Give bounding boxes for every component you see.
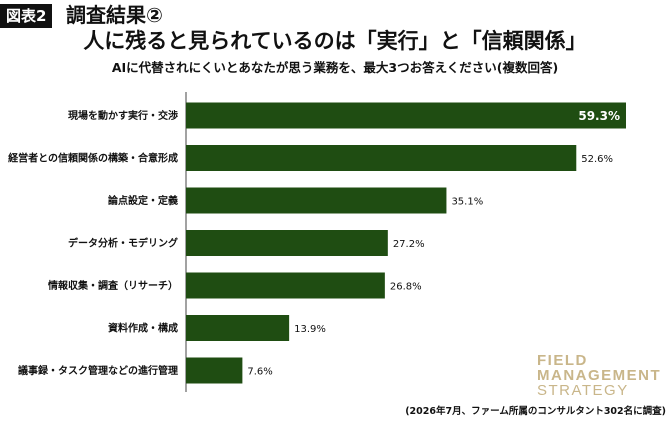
bar-0 — [186, 102, 626, 129]
data-label-3: 27.2% — [393, 239, 425, 250]
bar-2 — [186, 187, 447, 214]
data-label-5: 13.9% — [294, 324, 326, 335]
category-label-5: 資料作成・構成 — [108, 322, 178, 335]
data-label-6: 7.6% — [247, 367, 272, 378]
bar-4 — [186, 272, 385, 299]
bar-5 — [186, 315, 290, 341]
logo-line-strategy: STRATEGY — [537, 382, 629, 399]
chart-title: 人に残ると見られているのは「実行」と「信頼関係」 — [83, 29, 587, 53]
data-label-4: 26.8% — [390, 282, 422, 293]
figure-heading: 調査結果② — [66, 3, 163, 27]
category-label-3: データ分析・モデリング — [68, 237, 178, 250]
brand-logo: FIELD MANAGEMENT STRATEGY — [537, 353, 661, 398]
category-label-6: 議事録・タスク管理などの進行管理 — [18, 364, 178, 377]
bar-3 — [186, 230, 388, 256]
category-label-0: 現場を動かす実行・交渉 — [68, 109, 178, 122]
logo-line-management: MANAGEMENT — [537, 367, 662, 384]
logo-line-field: FIELD — [537, 352, 588, 369]
category-label-1: 経営者との信頼関係の構築・合意形成 — [8, 152, 178, 165]
bar-1 — [186, 145, 577, 171]
data-label-0: 59.3% — [578, 109, 620, 123]
category-label-4: 情報収集・調査（リサーチ） — [48, 279, 178, 292]
bar-6 — [186, 357, 243, 384]
category-label-2: 論点設定・定義 — [108, 194, 178, 207]
chart-subtitle: AIに代替されにくいとあなたが思う業務を、最大3つお答えください(複数回答) — [111, 60, 559, 75]
source-note: (2026年7月、ファーム所属のコンサルタント302名に調査) — [405, 406, 666, 417]
data-label-1: 52.6% — [581, 154, 613, 165]
figure-tag: 図表2 — [0, 4, 53, 28]
data-label-2: 35.1% — [451, 197, 483, 208]
